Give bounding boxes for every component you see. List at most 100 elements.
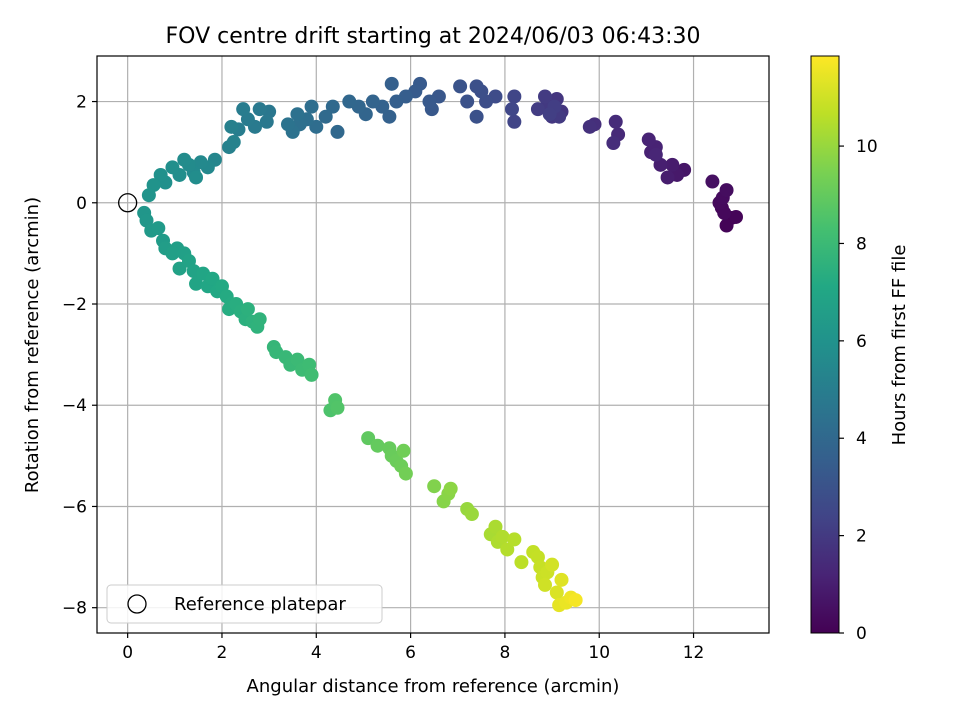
data-point [719, 218, 734, 233]
data-point [530, 102, 545, 117]
data-point [342, 94, 357, 109]
legend: Reference platepar [106, 584, 383, 624]
colorbar-tick-label: 6 [856, 332, 867, 352]
y-tick-label: −8 [62, 599, 87, 619]
data-point [728, 209, 743, 224]
data-point [641, 132, 656, 147]
data-point [514, 555, 529, 570]
x-tick-label: 8 [500, 643, 511, 663]
data-point [488, 519, 503, 534]
data-point [507, 532, 522, 547]
data-point [422, 94, 437, 109]
data-point [660, 170, 675, 185]
data-point [608, 114, 623, 129]
scatter-points [137, 76, 743, 613]
y-axis-ticks: −8 −6 −4 −2 0 2 [62, 93, 97, 619]
data-point [538, 577, 552, 592]
x-tick-label: 4 [311, 643, 322, 663]
legend-box [106, 584, 383, 624]
y-tick-label: 0 [76, 194, 87, 214]
axes-frame [96, 55, 770, 634]
data-point [141, 188, 156, 203]
data-point [507, 89, 522, 104]
chart-title: FOV centre drift starting at 2024/06/03 … [166, 24, 701, 49]
data-point [389, 94, 404, 109]
data-point [568, 593, 583, 608]
data-point [582, 119, 597, 134]
data-point [606, 136, 621, 151]
data-point [330, 400, 345, 415]
x-axis-ticks: 0 2 4 6 8 10 12 [122, 633, 704, 663]
data-point [172, 261, 187, 276]
data-point [495, 529, 510, 544]
data-point [542, 107, 557, 122]
colorbar-tick-label: 10 [856, 137, 878, 157]
data-point [665, 157, 680, 172]
x-tick-label: 6 [405, 643, 416, 663]
data-point [205, 271, 220, 286]
data-point [370, 438, 385, 453]
data-point [361, 431, 376, 446]
data-point [365, 94, 380, 109]
data-point [719, 183, 734, 198]
data-point [189, 276, 204, 291]
data-point [236, 102, 251, 117]
y-tick-label: −6 [62, 497, 87, 517]
data-point [309, 119, 324, 134]
plot-area [97, 56, 769, 633]
data-point [507, 114, 522, 129]
y-tick-label: −2 [62, 295, 87, 315]
data-point [224, 119, 239, 134]
data-point [304, 367, 319, 382]
colorbar-tick-label: 8 [856, 234, 867, 254]
data-point [538, 89, 552, 104]
data-point [177, 152, 192, 167]
colorbar-gradient [810, 55, 840, 634]
colorbar-tick-label: 0 [856, 624, 867, 644]
data-point [460, 94, 475, 109]
data-point [165, 246, 180, 261]
data-point [193, 155, 208, 170]
legend-reference-marker [127, 594, 147, 614]
data-point [165, 160, 180, 175]
data-point [189, 170, 204, 185]
reference-point-marker [118, 193, 138, 213]
data-point [464, 507, 479, 522]
colorbar-tick-label: 4 [856, 429, 867, 449]
data-point [469, 79, 484, 94]
x-tick-label: 0 [122, 643, 133, 663]
y-tick-label: 2 [76, 93, 87, 113]
data-point [384, 76, 399, 91]
data-point [427, 479, 442, 494]
x-axis-label: Angular distance from reference (arcmin) [247, 676, 620, 697]
data-point [549, 585, 564, 600]
data-point [259, 114, 274, 129]
y-axis-label: Rotation from reference (arcmin) [22, 197, 43, 493]
colorbar-label: Hours from first FF file [889, 245, 910, 446]
data-point [240, 302, 255, 317]
data-point [554, 572, 569, 587]
data-point [318, 109, 333, 124]
x-tick-label: 10 [588, 643, 610, 663]
data-point [151, 221, 166, 236]
data-point [396, 443, 411, 458]
data-point [330, 124, 345, 139]
data-point [226, 135, 241, 150]
y-tick-label: −4 [62, 396, 87, 416]
colorbar-tick-label: 2 [856, 527, 867, 547]
data-point [500, 542, 515, 557]
data-point [252, 102, 267, 117]
data-point [290, 107, 305, 122]
x-tick-label: 12 [683, 643, 705, 663]
data-point [443, 481, 458, 496]
data-point [469, 109, 484, 124]
data-point [398, 466, 413, 481]
data-point [453, 79, 468, 94]
data-point [280, 117, 295, 132]
data-point [153, 167, 168, 182]
legend-reference-label: Reference platepar [174, 594, 346, 615]
data-point [325, 99, 340, 114]
data-point [545, 557, 560, 572]
x-tick-label: 2 [217, 643, 228, 663]
